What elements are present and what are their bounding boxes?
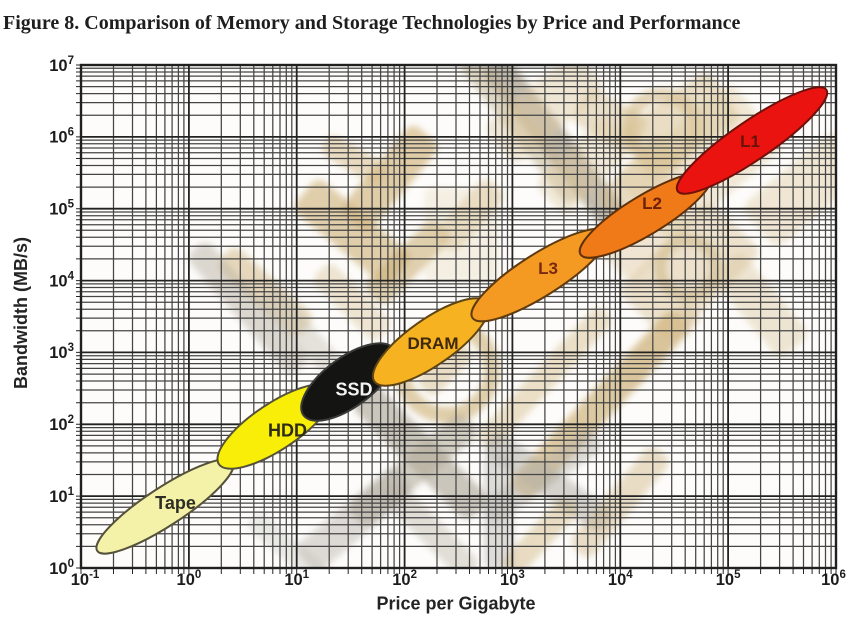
svg-text:Bandwidth (MB/s): Bandwidth (MB/s) <box>11 237 31 389</box>
svg-text:SSD: SSD <box>335 380 372 400</box>
svg-text:Price per Gigabyte: Price per Gigabyte <box>376 594 535 614</box>
svg-text:Figure 8. Comparison of Memory: Figure 8. Comparison of Memory and Stora… <box>3 12 740 34</box>
svg-text:L3: L3 <box>538 259 558 278</box>
svg-text:DRAM: DRAM <box>408 334 459 353</box>
svg-text:HDD: HDD <box>268 421 307 441</box>
svg-text:L2: L2 <box>642 194 662 213</box>
svg-text:L1: L1 <box>740 132 760 151</box>
svg-text:Tape: Tape <box>155 493 196 513</box>
